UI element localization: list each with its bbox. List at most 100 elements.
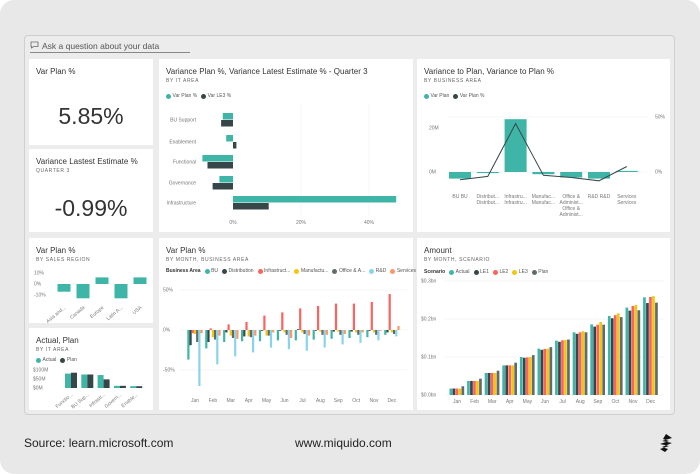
x-tick-label: Office & [562,194,580,200]
y-tick-label: 50% [163,288,174,294]
tile-title: Actual, Plan [36,336,79,345]
bar [227,324,230,330]
bar [643,297,646,395]
legend-item: Services [390,268,416,274]
legend-label: Manufactu... [300,268,329,274]
bar [263,315,266,330]
bar [561,340,564,395]
x-tick-label: Distribut... [477,200,500,206]
bar [241,330,244,342]
site-link[interactable]: www.miquido.com [295,436,392,450]
x-tick-label: Oct [352,398,360,404]
bar [546,348,550,395]
bar [502,365,505,395]
bar [355,330,358,333]
bar [312,330,315,340]
tile-title: Var Plan % [36,67,76,76]
bar [646,303,649,395]
y2-tick-label: 50% [655,115,666,121]
x-tick-label: 20% [296,220,307,226]
qa-input[interactable]: Ask a question about your data [30,40,190,53]
bar [221,120,233,127]
bar [321,330,324,335]
bar [319,330,322,332]
bar [504,119,527,172]
bar [65,373,71,388]
x-tick-label: 0% [229,220,237,226]
tile-subtitle: BY MONTH, BUSINESS AREA [166,257,249,263]
bar [372,330,376,333]
bar [514,362,517,395]
bar [607,315,611,395]
x-tick-label: Sep [334,398,343,404]
bar [496,370,500,395]
chart-legend: Actual Plan [36,357,77,363]
bar [290,330,293,338]
bar [616,313,620,395]
legend-item: Var Plan [424,93,449,99]
legend-swatch [512,269,518,275]
legend-label: Infrastruct... [264,268,291,274]
bar [449,172,471,179]
bar [508,365,511,395]
bar [222,113,233,120]
bar [196,330,199,342]
legend-label: BU [211,268,219,274]
y-tick-label: $50M [33,377,46,383]
bar [352,303,355,330]
x-tick-label: Canada [69,305,86,321]
chart-tile-variance-it-area[interactable]: Variance Plan %, Variance Latest Estimat… [159,59,413,232]
y-tick-label: 0% [163,328,171,334]
y-tick-label: $0M [33,386,43,392]
bar [323,330,326,348]
bar [191,330,194,334]
bar [216,330,219,365]
bar [615,170,638,172]
bar [588,172,610,179]
x-tick-label: Dec [387,398,396,404]
x-tick-label: Feb [209,398,218,404]
chart-tile-amount[interactable]: Amount BY MONTH, SCENARIO Scenario Actual LE… [417,238,670,410]
kpi-var-plan-tile[interactable]: Var Plan % 5.85% [29,59,153,145]
chart-tile-var-plan-region[interactable]: Var Plan % BY SALES REGION 10% 0% -10% Asia a… [29,238,153,325]
tile-subtitle: BY SALES REGION [36,257,91,263]
chart-tile-actual-plan[interactable]: Actual, Plan BY IT AREA Actual Plan $100M $50… [29,328,153,410]
legend-label: Services [396,268,417,274]
y-tick-label: Functional [173,160,196,166]
x-tick-label: Distribut... [477,194,500,200]
bar [540,349,544,395]
bar [234,330,237,357]
x-tick-label: Jan [191,398,199,404]
bar [596,324,599,395]
bar [113,385,120,388]
chart-tile-variance-business-area[interactable]: Variance to Plan, Variance to Plan % BY B… [417,59,670,232]
legend-label: LE1 [480,269,489,275]
x-tick-label: Aug [576,399,585,405]
x-tick-label: Asia and... [45,305,67,325]
legend-swatch [204,268,210,274]
y-tick-label: BU Support [170,118,196,124]
bar [281,312,284,330]
x-tick-label: Manufac... [532,194,555,200]
kpi-variance-le-tile[interactable]: Variance Lastest Estimate % QUARTER 3 -0… [29,149,153,232]
bar [245,322,248,330]
legend-swatch [201,93,207,99]
chart-tile-var-plan-month[interactable]: Var Plan % BY MONTH, BUSINESS AREA Busines… [159,238,416,410]
bar [229,330,232,336]
legend-item: Var Plan % [166,93,197,99]
qa-placeholder: Ask a question about your data [42,41,160,51]
bar [649,296,652,395]
legend-label: Var LE3 % [207,93,232,99]
tile-title: Amount [424,246,452,255]
legend-item: LE1 [473,269,489,275]
x-tick-label: Office & [562,206,580,212]
bar [341,330,344,345]
tile-subtitle: BY IT AREA [36,347,70,353]
bar [479,378,482,395]
chart-plot: 0M 20M 0% 50% BU BU Distribut...Distribut... I… [429,115,666,218]
legend-item: Actual [449,269,470,275]
legend-item: Office & A... [332,268,365,274]
tile-subtitle: QUARTER 3 [36,168,70,174]
bar [193,330,197,334]
bar [332,330,335,332]
